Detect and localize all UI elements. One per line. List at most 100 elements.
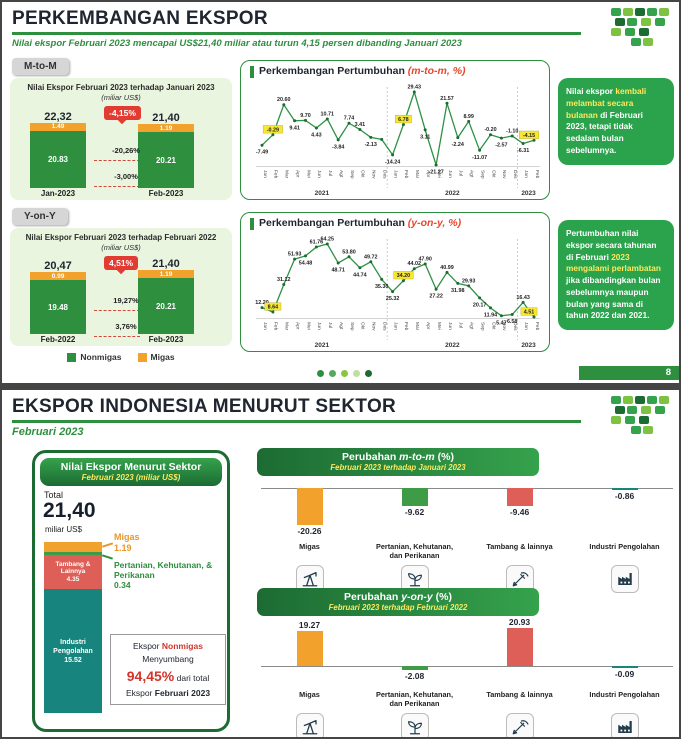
bar-pertanian	[401, 488, 428, 506]
svg-text:Jan: Jan	[392, 322, 398, 330]
segment-value: 20.21	[155, 301, 177, 311]
segment-value: 1.19	[159, 124, 173, 132]
segment-value: 20.21	[155, 155, 177, 165]
svg-text:20.60: 20.60	[277, 97, 291, 103]
sector-icons	[257, 564, 677, 593]
legend-label: Nonmigas	[80, 352, 122, 362]
icon-slot	[572, 712, 677, 737]
dashed-arrow	[94, 336, 140, 337]
sector-yoy-section: Perubahan y-on-y (%) Februari 2023 terha…	[257, 588, 677, 737]
bar-industri	[611, 488, 638, 490]
nonmigas-change-label: 3,76%	[115, 322, 137, 331]
svg-text:49.72: 49.72	[364, 254, 378, 260]
stats-logo	[611, 396, 669, 438]
svg-text:-0.20: -0.20	[484, 127, 496, 133]
svg-text:Jan: Jan	[392, 170, 398, 178]
svg-text:Feb: Feb	[403, 170, 409, 179]
svg-text:Feb: Feb	[273, 170, 279, 179]
total-change-badge: -4,15%	[104, 106, 141, 120]
sector-card-body: Total 21,40 miliar US$ Tambang & Lainnya…	[40, 486, 226, 718]
svg-text:Agt: Agt	[469, 170, 475, 178]
factory-icon	[610, 712, 639, 737]
bar-segment-nonmigas: 20.21	[138, 278, 194, 334]
pagination-dot[interactable]	[353, 370, 360, 377]
svg-text:2022: 2022	[445, 190, 460, 197]
yoy-bar-chart: 4,51% 19,27% 3,76% 20,47 0.99 19.48 Feb-…	[16, 256, 226, 344]
svg-text:Jul: Jul	[458, 322, 464, 328]
tab-y-on-y[interactable]: Y-on-Y	[12, 208, 68, 225]
chart-title: Perkembangan Pertumbuhan (y-on-y, %)	[250, 217, 545, 230]
chart-title-text: Perkembangan Pertumbuhan	[259, 65, 405, 77]
svg-text:44.74: 44.74	[353, 272, 367, 278]
note-highlight: kembali melambat secara bulanan	[566, 86, 647, 120]
callout-value: 0.34	[114, 580, 131, 591]
chart-title-suffix: (m-to-m, %)	[407, 65, 466, 77]
svg-text:-3.84: -3.84	[332, 144, 344, 150]
svg-text:Okt: Okt	[360, 170, 366, 178]
svg-text:-11.07: -11.07	[472, 154, 487, 160]
legend-item-nonmigas: Nonmigas	[67, 352, 122, 362]
section-header: Perubahan y-on-y (%) Februari 2023 terha…	[257, 588, 539, 616]
svg-text:Apr: Apr	[425, 322, 431, 330]
pagination-dot[interactable]	[341, 370, 348, 377]
svg-text:Jun: Jun	[447, 170, 453, 178]
svg-text:-2.57: -2.57	[495, 142, 507, 148]
total-value: 20,47	[44, 260, 72, 273]
svg-text:11.94: 11.94	[484, 312, 497, 318]
dashed-arrow	[94, 186, 140, 187]
note-text: Menyumbang	[142, 653, 194, 664]
section-title-em: m-to-m	[399, 451, 435, 463]
svg-text:Mar: Mar	[414, 322, 420, 331]
bar-category-label: Feb-2022	[40, 335, 76, 344]
yoy-comparison-card: Nilai Ekspor Februari 2023 terhadap Febr…	[10, 228, 232, 346]
sector-stacked-bar: Tambang & Lainnya 4.35 Industri Pengolah…	[44, 542, 102, 714]
pagination-dot[interactable]	[329, 370, 336, 377]
section-subtitle: Februari 2023 terhadap Januari 2023	[330, 463, 466, 472]
stack-segment-tambang: Tambang & Lainnya 4.35	[44, 554, 102, 590]
bar-category-label: Jan-2023	[40, 189, 76, 198]
bar-category-label: Feb-2023	[148, 189, 184, 198]
pagination-dot[interactable]	[317, 370, 324, 377]
svg-text:3.41: 3.41	[355, 122, 366, 128]
bar-value-label: -0.86	[614, 490, 635, 501]
bar-value-label: -9.46	[509, 506, 530, 517]
category-label: Migas	[299, 542, 320, 551]
legend: Nonmigas Migas	[10, 352, 232, 362]
section-title-text: Perubahan	[344, 591, 402, 603]
oil-pump-icon	[295, 712, 324, 737]
svg-text:8.99: 8.99	[463, 113, 474, 119]
migas-change-label: -20,26%	[112, 146, 140, 155]
svg-text:21.57: 21.57	[440, 95, 454, 101]
svg-text:64.25: 64.25	[321, 236, 335, 242]
svg-text:9.41: 9.41	[289, 125, 300, 131]
growth-yoy-card: Perkembangan Pertumbuhan (y-on-y, %) 202…	[240, 212, 550, 352]
segment-value: 1.49	[51, 123, 65, 131]
chart-title-text: Perkembangan Pertumbuhan	[259, 217, 405, 229]
note-highlight: 2023 mengalami perlambatan	[566, 251, 661, 274]
sector-icons	[257, 712, 677, 737]
bar-segment-nonmigas: 19.48	[30, 280, 86, 334]
svg-text:Jan: Jan	[523, 322, 529, 330]
pagination-dot[interactable]	[365, 370, 372, 377]
svg-text:Jun: Jun	[316, 170, 322, 178]
icon-slot	[362, 712, 467, 737]
card-unit: (miliar US$)	[101, 243, 141, 252]
tab-m-to-m[interactable]: M-to-M	[12, 58, 69, 75]
growth-mtom-card: Perkembangan Pertumbuhan (m-to-m, %) 202…	[240, 60, 550, 200]
section-title-text: (%)	[434, 451, 454, 463]
bar-industri	[611, 666, 638, 668]
note-text: Ekspor	[133, 641, 162, 651]
category-label: Tambang & lainnya	[486, 542, 553, 551]
svg-text:-7.49: -7.49	[256, 149, 268, 155]
svg-text:29.43: 29.43	[408, 84, 422, 90]
callout-migas: Migas 1.19	[114, 532, 140, 554]
category-label: Industri Pengolahan	[589, 542, 660, 551]
svg-text:44.02: 44.02	[408, 261, 422, 267]
bar-migas	[296, 488, 323, 526]
svg-text:-6.31: -6.31	[517, 148, 529, 154]
note-period: Februari 2023	[154, 687, 211, 698]
bar-slot-pertanian: -2.08	[362, 618, 467, 690]
svg-text:Nov: Nov	[501, 322, 507, 331]
stack-segment-industri: Industri Pengolahan 15.52	[44, 589, 102, 714]
svg-text:20.17: 20.17	[473, 302, 487, 308]
